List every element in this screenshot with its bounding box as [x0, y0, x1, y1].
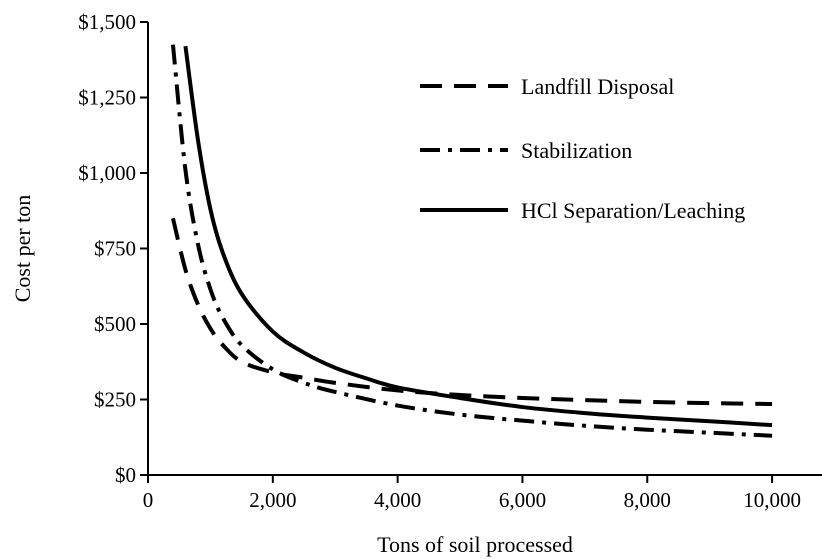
- x-tick-label: 10,000: [743, 488, 801, 512]
- legend-label: HCl Separation/Leaching: [521, 198, 745, 223]
- y-tick-label: $1,250: [78, 86, 136, 110]
- x-tick-label: 6,000: [499, 488, 546, 512]
- legend-label: Stabilization: [521, 138, 632, 163]
- y-tick-label: $250: [94, 388, 136, 412]
- legend-label: Landfill Disposal: [521, 74, 674, 99]
- x-tick-label: 0: [143, 488, 154, 512]
- y-tick-label: $0: [115, 463, 136, 487]
- series-layer: [170, 44, 773, 438]
- x-tick-label: 8,000: [624, 488, 671, 512]
- series-line-dash-dot: [170, 44, 773, 438]
- y-axis-title: Cost per ton: [10, 195, 35, 303]
- series-line-solid: [183, 45, 773, 428]
- y-tick-label: $1,000: [78, 161, 136, 185]
- x-tick-label: 2,000: [249, 488, 296, 512]
- y-tick-label: $500: [94, 312, 136, 336]
- x-axis-title: Tons of soil processed: [377, 532, 573, 557]
- x-axis-ticks: 0 2,000 4,000 6,000 8,000 10,000: [143, 475, 801, 512]
- y-axis-ticks: $0 $250 $500 $750 $1,000 $1,250 $1,500: [78, 10, 148, 487]
- legend: Landfill Disposal Stabilization HCl Separa…: [420, 74, 745, 223]
- x-tick-label: 4,000: [374, 488, 421, 512]
- y-tick-label: $750: [94, 237, 136, 261]
- y-tick-label: $1,500: [78, 10, 136, 34]
- series-line-dashed: [171, 217, 773, 407]
